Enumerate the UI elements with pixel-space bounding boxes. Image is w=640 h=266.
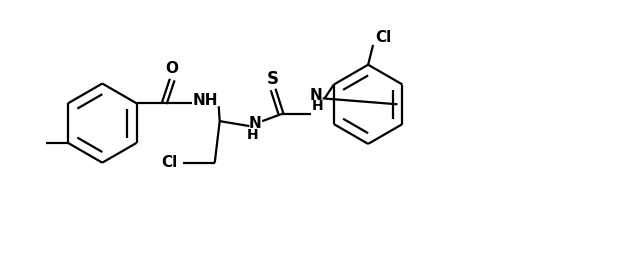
Text: N: N [249, 116, 262, 131]
Text: N: N [309, 88, 322, 103]
Text: Cl: Cl [161, 155, 177, 170]
Text: NH: NH [193, 93, 219, 108]
Text: Cl: Cl [375, 30, 391, 44]
Text: H: H [246, 128, 258, 142]
Text: O: O [166, 61, 179, 76]
Text: S: S [267, 70, 279, 88]
Text: H: H [312, 99, 323, 113]
